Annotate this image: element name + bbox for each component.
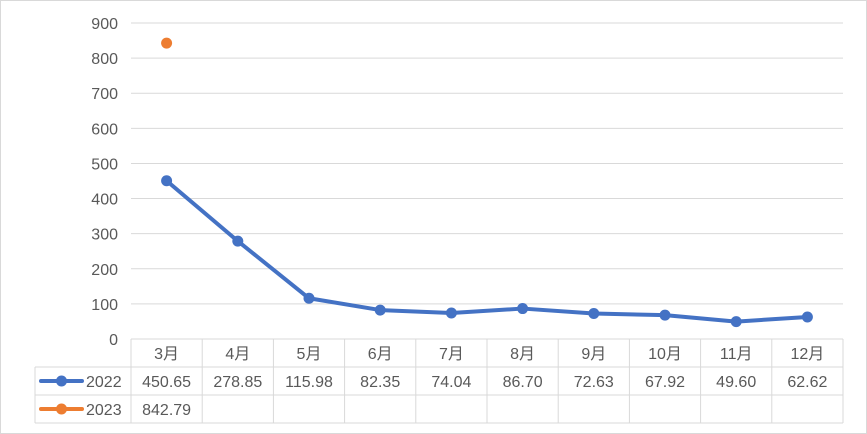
data-label: 74.04 xyxy=(431,374,471,391)
y-tick-label: 100 xyxy=(91,297,118,314)
data-point-2022 xyxy=(161,175,173,187)
y-tick-label: 300 xyxy=(91,227,118,244)
data-point-2022 xyxy=(730,316,742,328)
y-tick-label: 600 xyxy=(91,121,118,138)
data-label: 72.63 xyxy=(574,374,614,391)
legend-label-2022: 2022 xyxy=(86,374,122,391)
y-tick-label: 900 xyxy=(91,16,118,33)
x-tick-label: 12月 xyxy=(790,346,824,363)
x-tick-label: 11月 xyxy=(720,346,753,363)
data-point-2023 xyxy=(161,37,173,49)
data-label: 86.70 xyxy=(503,374,543,391)
data-point-2022 xyxy=(801,311,813,323)
data-label: 82.35 xyxy=(360,374,400,391)
data-point-2022 xyxy=(659,309,671,321)
legend-label-2023: 2023 xyxy=(86,402,122,419)
data-label: 450.65 xyxy=(142,374,191,391)
data-label: 62.62 xyxy=(787,374,827,391)
gridlines xyxy=(131,22,843,305)
y-axis: 0 100 200 300 400 500 600 700 800 900 xyxy=(91,16,118,349)
x-tick-label: 10月 xyxy=(648,346,682,363)
y-tick-label: 0 xyxy=(109,332,118,349)
x-tick-label: 6月 xyxy=(368,346,393,363)
x-tick-label: 3月 xyxy=(154,346,179,363)
data-label: 115.98 xyxy=(285,374,333,391)
data-point-2022 xyxy=(517,303,529,315)
data-point-2022 xyxy=(232,235,244,247)
y-tick-label: 400 xyxy=(91,192,118,209)
y-tick-label: 500 xyxy=(91,156,118,173)
data-point-2022 xyxy=(303,292,315,304)
legend-key-marker-2023 xyxy=(56,403,67,415)
y-tick-label: 800 xyxy=(91,51,118,68)
data-label: 278.85 xyxy=(213,374,262,391)
x-tick-label: 9月 xyxy=(581,346,606,363)
series-line-2022 xyxy=(164,178,810,324)
series-lines xyxy=(161,37,813,328)
x-tick-label: 5月 xyxy=(297,346,322,363)
x-tick-label: 8月 xyxy=(510,346,535,363)
data-table: 3月 4月 5月 6月 7月 8月 9月 10月 11月 12月 2022 450.65 278.85 1… xyxy=(34,338,844,424)
x-tick-label: 7月 xyxy=(439,346,464,363)
data-point-2022 xyxy=(445,307,457,319)
x-tick-label: 4月 xyxy=(225,346,250,363)
legend-key-marker-2022 xyxy=(56,375,67,387)
y-tick-label: 200 xyxy=(91,262,118,279)
data-label: 842.79 xyxy=(142,402,191,419)
data-point-2022 xyxy=(588,307,600,319)
y-tick-label: 700 xyxy=(91,86,118,103)
data-point-2022 xyxy=(374,304,386,316)
data-label: 67.92 xyxy=(645,374,685,391)
data-label: 49.60 xyxy=(716,374,756,391)
